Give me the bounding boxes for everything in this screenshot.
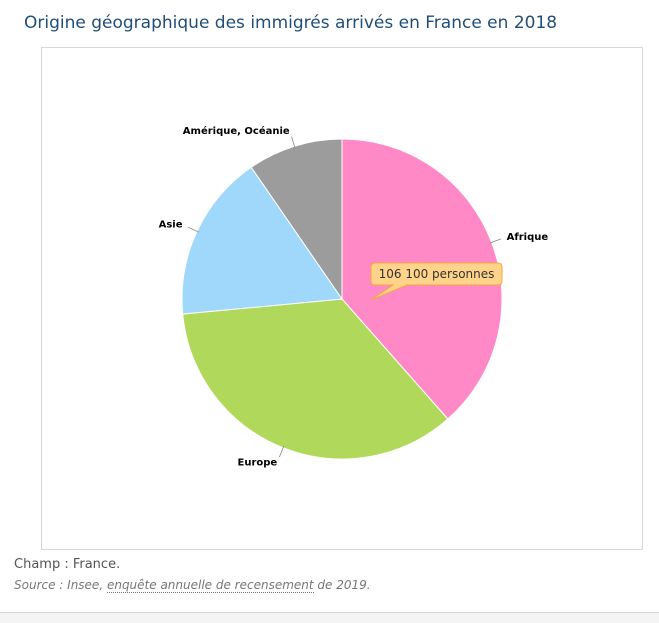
footer-divider: [0, 612, 659, 613]
chart-area: Afrique Europe Asie Amérique, Océanie 106 10…: [41, 47, 643, 550]
source-prefix: Source : Insee,: [14, 578, 107, 592]
pie-chart: Afrique Europe Asie Amérique, Océanie 106 10…: [159, 125, 549, 469]
slice-label-asie: Asie: [159, 220, 183, 231]
slice-label-europe: Europe: [238, 458, 278, 469]
slice-connector: [187, 226, 199, 233]
slice-connector: [291, 136, 296, 149]
slice-label-afrique: Afrique: [507, 232, 549, 243]
source-link[interactable]: enquête annuelle de recensement: [106, 578, 314, 593]
champ-note: Champ : France.: [14, 557, 121, 572]
chart-title: Origine géographique des immigrés arrivé…: [24, 13, 558, 33]
source-note: Source : Insee, enquête annuelle de rece…: [14, 578, 371, 593]
tooltip: 106 100 personnes: [370, 262, 503, 301]
source-suffix: de 2019.: [313, 578, 371, 592]
tooltip-box: [370, 262, 503, 301]
tooltip-text: 106 100 personnes: [379, 267, 495, 281]
slice-connector: [279, 445, 285, 458]
slice-connector: [489, 238, 502, 244]
slice-label-amerique-oceanie: Amérique, Océanie: [183, 125, 290, 137]
